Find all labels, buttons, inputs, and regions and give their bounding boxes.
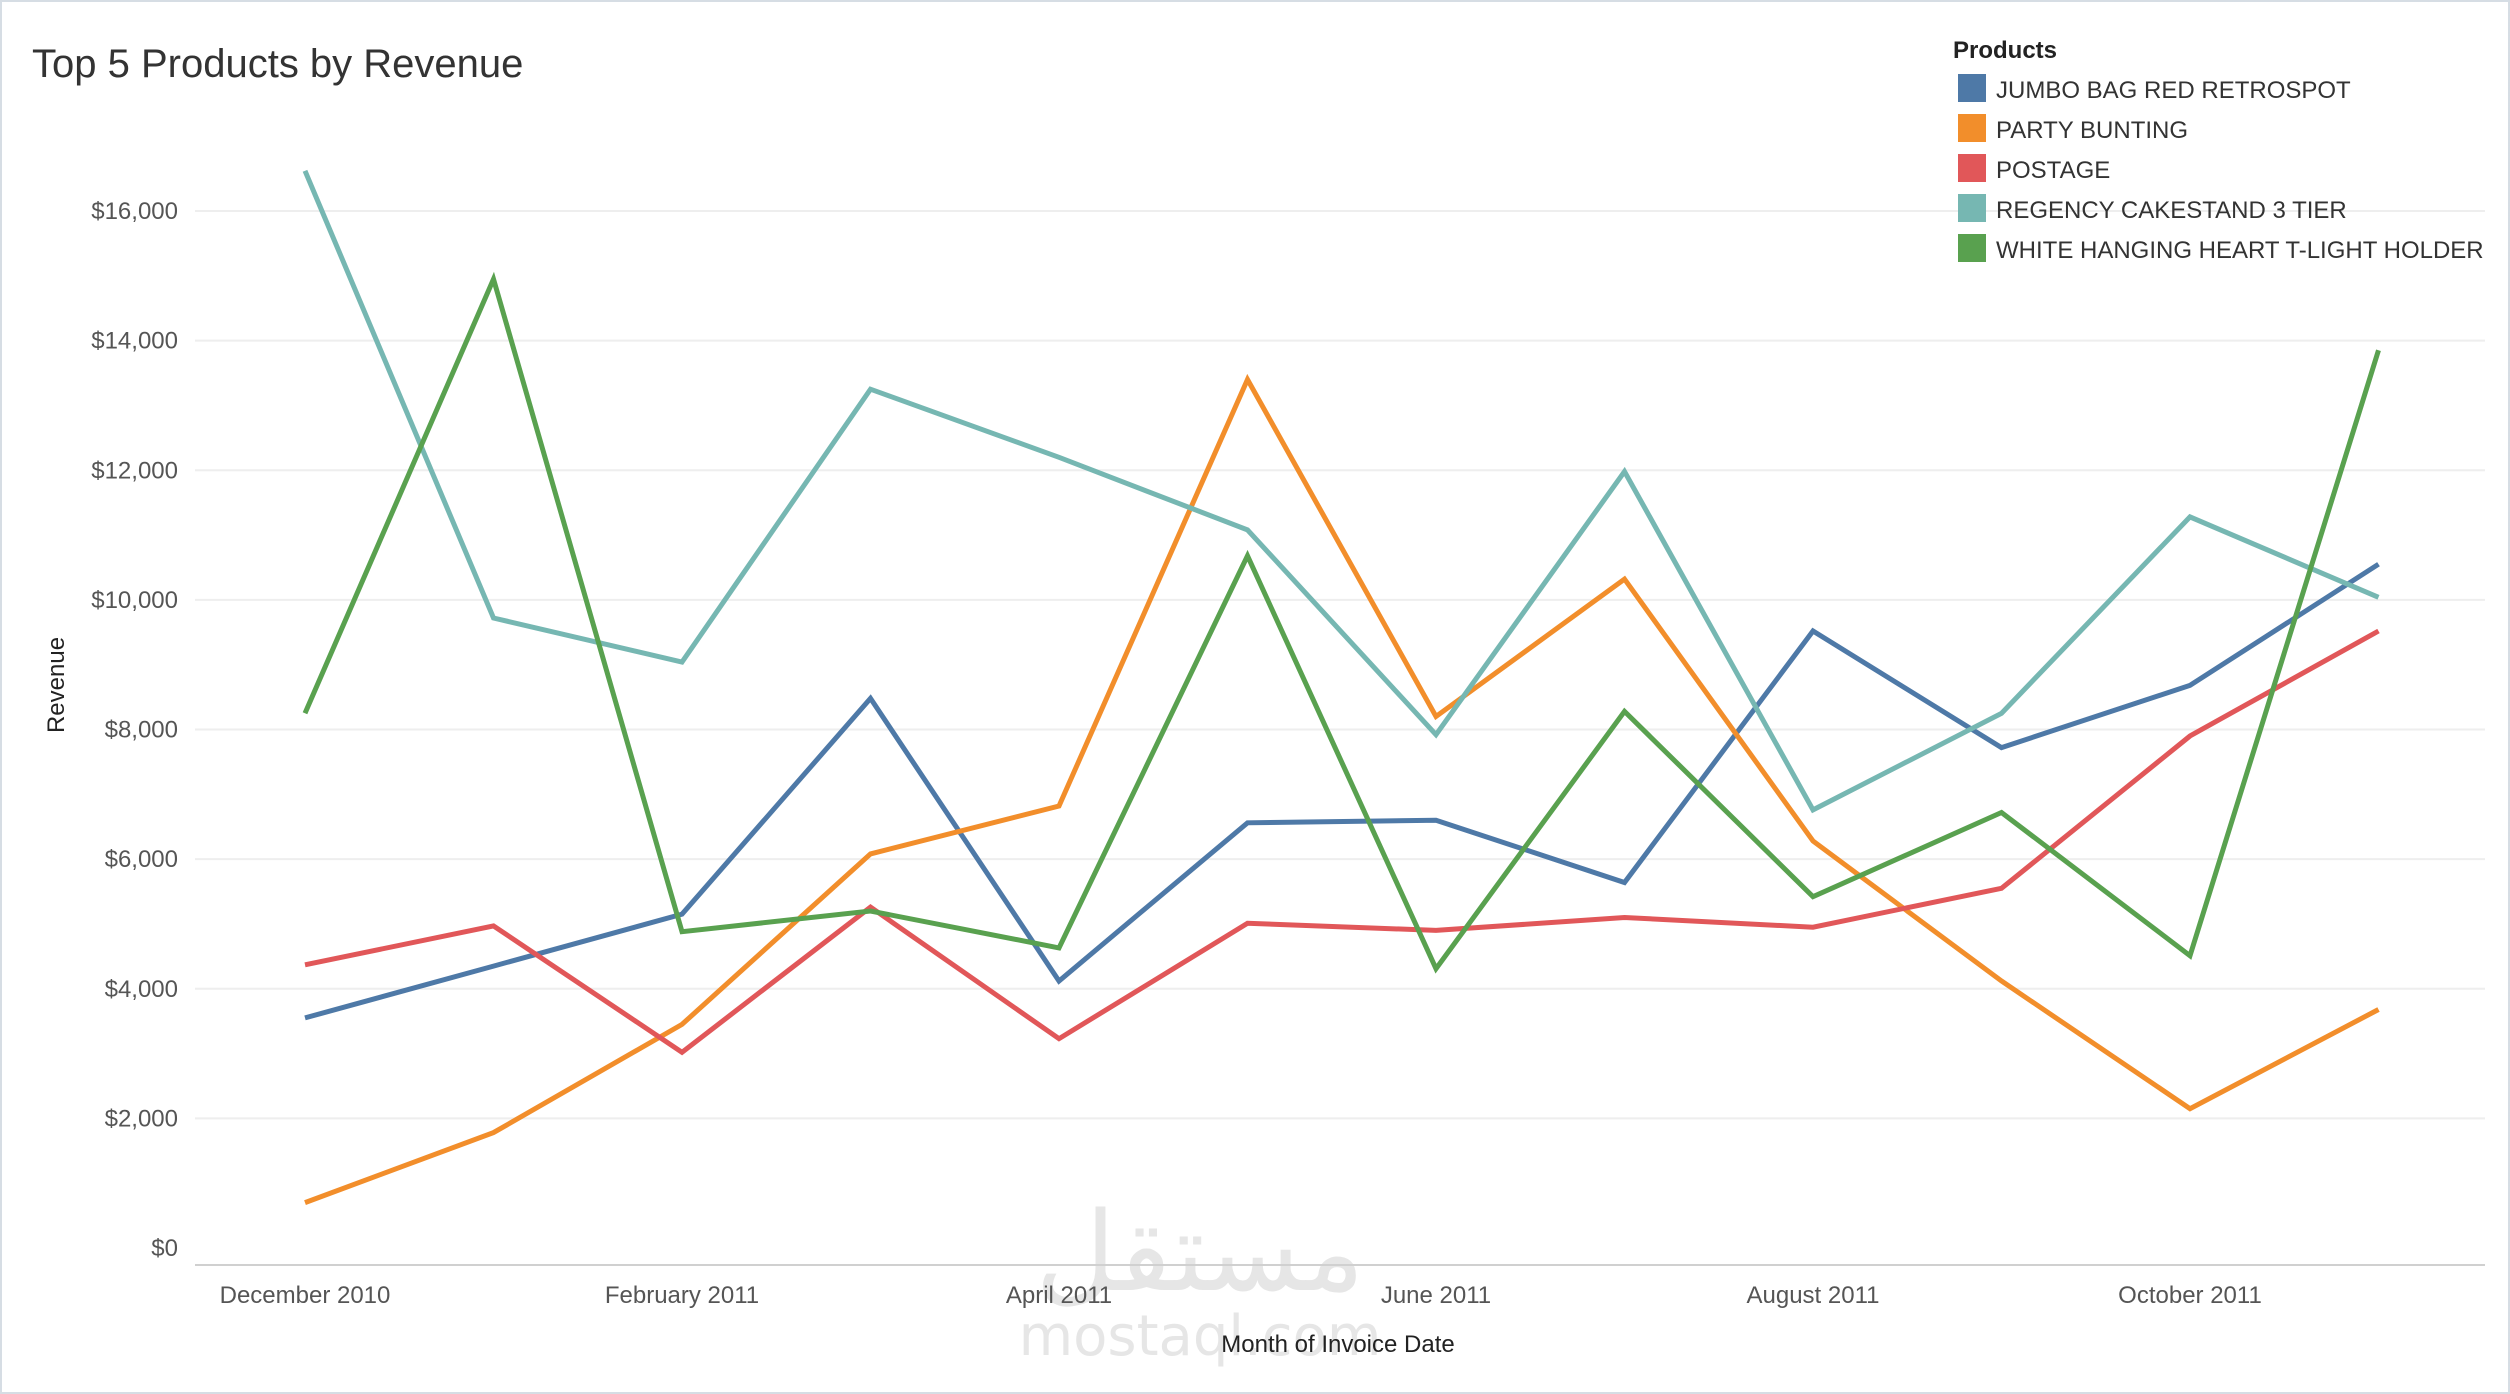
y-axis-ticks: $0 $2,000 $4,000 $6,000 $8,000 $10,000 $12,000… [91,198,178,1262]
legend-item-label: PARTY BUNTING [1996,117,2188,144]
y-tick-label: $10,000 [91,587,178,614]
x-tick-label: October 2011 [2118,1282,2262,1309]
x-axis-ticks: December 2010 February 2011 April 2011 June… [220,1282,2262,1309]
legend-swatch [1958,154,1986,182]
legend-swatch [1958,234,1986,262]
legend: Products JUMBO BAG RED RETROSPOT PARTY BU… [1953,37,2484,264]
legend-item-label: WHITE HANGING HEART T-LIGHT HOLDER [1996,237,2484,264]
watermark-arabic: مستقل [1035,1188,1364,1316]
series-line [302,271,2381,974]
series-line [302,169,2380,814]
series-line [304,373,2380,1205]
x-axis-label: Month of Invoice Date [1221,1331,1454,1358]
legend-item-label: JUMBO BAG RED RETROSPOT [1996,77,2351,104]
legend-title: Products [1953,37,2057,64]
x-tick-label: February 2011 [605,1282,759,1309]
y-tick-label: $14,000 [91,328,178,355]
legend-item-label: REGENCY CAKESTAND 3 TIER [1996,197,2347,224]
series-lines [302,169,2381,1205]
x-tick-label: August 2011 [1747,1282,1880,1309]
x-tick-label: June 2011 [1381,1282,1491,1309]
watermark-latin: mostaql.com [1019,1304,1382,1369]
x-tick-label: December 2010 [220,1282,391,1309]
y-tick-label: $8,000 [105,717,178,744]
y-axis-label: Revenue [43,637,70,733]
legend-swatch [1958,114,1986,142]
legend-swatch [1958,74,1986,102]
y-tick-label: $16,000 [91,198,178,225]
gridlines [195,210,2485,1120]
legend-item-label: POSTAGE [1996,157,2110,184]
series-line [304,628,2380,1056]
x-tick-label: April 2011 [1006,1282,1112,1309]
legend-swatch [1958,194,1986,222]
chart-title: Top 5 Products by Revenue [32,42,523,86]
y-tick-label: $6,000 [105,846,178,873]
series-line [304,562,2380,1021]
y-tick-label: $4,000 [105,976,178,1003]
y-tick-label: $2,000 [105,1105,178,1132]
y-tick-label: $12,000 [91,457,178,484]
y-tick-label: $0 [151,1235,178,1262]
